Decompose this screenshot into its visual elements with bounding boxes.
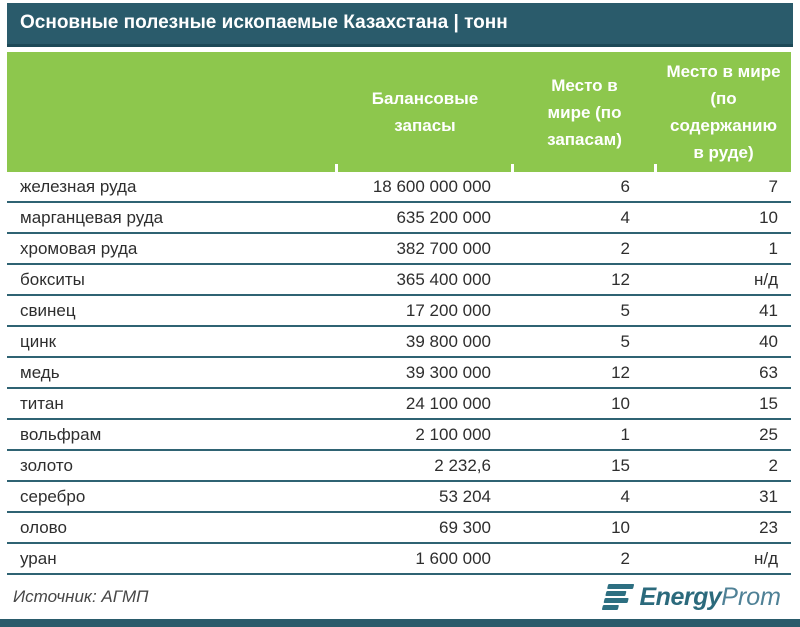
rank-ore-cell: н/д	[753, 269, 778, 289]
reserves-cell: 2 232,6	[434, 455, 491, 475]
rank-ore-cell: 31	[759, 486, 778, 506]
reserves-cell: 53 204	[439, 486, 491, 506]
table-body: железная руда 18 600 000 000 6 7 марганцевая…	[7, 172, 791, 575]
column-header-rank-ore: Место в мире (по содержанию в руде)	[656, 52, 791, 172]
column-header-rank-ore-label: Место в мире (по содержанию в руде)	[666, 62, 781, 162]
table-row: марганцевая руда 635 200 000 4 10	[7, 203, 791, 234]
energyprom-logo-text: EnergyProm	[640, 583, 782, 612]
source-label: Источник: АГМП	[13, 587, 149, 606]
reserves-cell: 39 800 000	[405, 331, 491, 351]
reserves-cell: 1 600 000	[415, 548, 491, 568]
rank-reserves-cell: 4	[620, 207, 630, 227]
table-row: цинк 39 800 000 5 40	[7, 327, 791, 358]
rank-reserves-cell: 15	[611, 455, 630, 475]
table-row: свинец 17 200 000 5 41	[7, 296, 791, 327]
reserves-cell: 69 300	[439, 517, 491, 537]
rank-reserves-cell: 6	[620, 176, 630, 196]
rank-reserves-cell: 1	[620, 424, 630, 444]
rank-reserves-cell: 10	[611, 393, 630, 413]
table-row: золото 2 232,6 15 2	[7, 451, 791, 482]
rank-ore-cell: 25	[759, 424, 778, 444]
reserves-cell: 39 300 000	[405, 362, 491, 382]
mineral-name-cell: титан	[20, 393, 64, 413]
mineral-name-cell: хромовая руда	[20, 238, 138, 258]
page-title: Основные полезные ископаемые Казахстана …	[7, 3, 793, 47]
rank-ore-cell: 63	[759, 362, 778, 382]
mineral-name-cell: марганцевая руда	[20, 207, 164, 227]
table-header: Балансовые запасы Место в мире (по запас…	[7, 52, 791, 172]
mineral-name-cell: цинк	[20, 331, 57, 351]
footer: Источник: АГМП EnergyProm	[7, 575, 791, 619]
rank-reserves-cell: 2	[620, 238, 630, 258]
rank-reserves-cell: 5	[620, 300, 630, 320]
rank-ore-cell: 2	[768, 455, 778, 475]
table-row: железная руда 18 600 000 000 6 7	[7, 172, 791, 203]
reserves-cell: 382 700 000	[396, 238, 491, 258]
table-row: титан 24 100 000 10 15	[7, 389, 791, 420]
rank-reserves-cell: 2	[620, 548, 630, 568]
column-header-rank-reserves-label: Место в мире (по запасам)	[547, 75, 622, 149]
rank-ore-cell: 15	[759, 393, 778, 413]
column-header-reserves: Балансовые запасы	[337, 52, 513, 172]
rank-ore-cell: 7	[768, 176, 778, 196]
reserves-cell: 18 600 000 000	[372, 176, 491, 196]
mineral-name-cell: свинец	[20, 300, 76, 320]
header-column-separator	[511, 164, 514, 172]
rank-ore-cell: 1	[768, 238, 778, 258]
rank-ore-cell: 41	[759, 300, 778, 320]
energyprom-logo-icon	[601, 582, 636, 612]
column-header-reserves-label: Балансовые запасы	[371, 89, 479, 135]
column-header-mineral	[7, 52, 337, 172]
mineral-name-cell: медь	[20, 362, 60, 382]
header-column-separator	[335, 164, 338, 172]
rank-ore-cell: н/д	[753, 548, 778, 568]
table-row: хромовая руда 382 700 000 2 1	[7, 234, 791, 265]
table-row: вольфрам 2 100 000 1 25	[7, 420, 791, 451]
rank-reserves-cell: 12	[611, 362, 630, 382]
rank-reserves-cell: 12	[611, 269, 630, 289]
reserves-cell: 24 100 000	[405, 393, 491, 413]
mineral-name-cell: серебро	[20, 486, 86, 506]
table-row: серебро 53 204 4 31	[7, 482, 791, 513]
bottom-accent-bar	[0, 619, 800, 627]
mineral-name-cell: бокситы	[20, 269, 85, 289]
rank-ore-cell: 23	[759, 517, 778, 537]
mineral-name-cell: золото	[20, 455, 73, 475]
rank-reserves-cell: 10	[611, 517, 630, 537]
column-header-rank-reserves: Место в мире (по запасам)	[513, 52, 656, 172]
mineral-name-cell: олово	[20, 517, 67, 537]
reserves-cell: 635 200 000	[396, 207, 491, 227]
rank-ore-cell: 10	[759, 207, 778, 227]
mineral-name-cell: уран	[20, 548, 57, 568]
logo-text-light: Prom	[721, 582, 781, 611]
mineral-name-cell: железная руда	[20, 176, 137, 196]
mineral-name-cell: вольфрам	[20, 424, 102, 444]
rank-ore-cell: 40	[759, 331, 778, 351]
rank-reserves-cell: 4	[620, 486, 630, 506]
table-row: уран 1 600 000 2 н/д	[7, 544, 791, 575]
reserves-cell: 365 400 000	[396, 269, 491, 289]
energyprom-logo: EnergyProm	[601, 582, 792, 612]
rank-reserves-cell: 5	[620, 331, 630, 351]
reserves-cell: 17 200 000	[405, 300, 491, 320]
logo-text-bold: Energy	[639, 582, 722, 611]
reserves-cell: 2 100 000	[415, 424, 491, 444]
table-row: медь 39 300 000 12 63	[7, 358, 791, 389]
header-column-separator	[654, 164, 657, 172]
table-row: бокситы 365 400 000 12 н/д	[7, 265, 791, 296]
table-row: олово 69 300 10 23	[7, 513, 791, 544]
